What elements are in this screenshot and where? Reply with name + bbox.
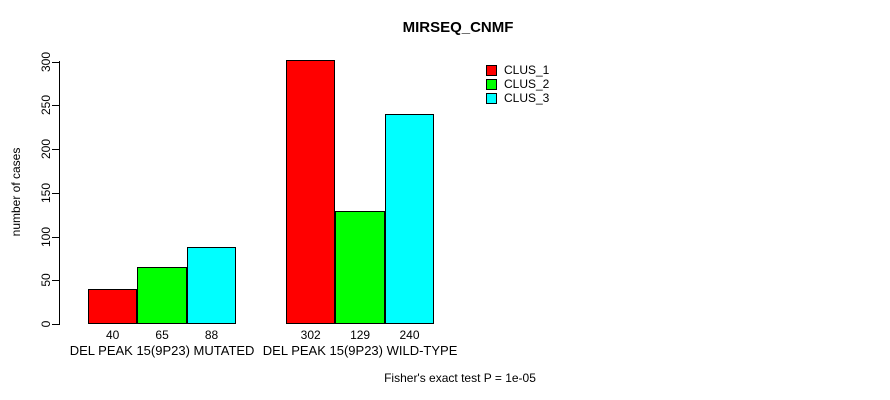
legend-swatch-icon	[486, 92, 497, 104]
chart-title: MIRSEQ_CNMF	[402, 19, 514, 36]
legend-label: CLUS_2	[504, 77, 550, 91]
y-axis-tick	[52, 61, 60, 63]
y-axis-tick-label: 250	[39, 95, 53, 116]
bar-clus_3-group2	[384, 114, 435, 324]
legend-item-clus_1: CLUS_1	[486, 63, 549, 77]
legend-item-clus_2: CLUS_2	[486, 77, 549, 91]
legend-swatch-icon	[486, 78, 497, 90]
group-label: DEL PEAK 15(9P23) WILD-TYPE	[262, 343, 458, 358]
bar-value-label: 302	[300, 328, 321, 342]
legend: CLUS_1 CLUS_2 CLUS_3	[486, 63, 549, 105]
y-axis-label: number of cases	[9, 147, 23, 237]
group-label: DEL PEAK 15(9P23) MUTATED	[69, 343, 255, 358]
legend-label: CLUS_3	[504, 91, 550, 105]
y-axis-tick	[52, 324, 60, 325]
y-axis-tick	[52, 280, 60, 282]
legend-item-clus_3: CLUS_3	[486, 91, 549, 105]
bar-value-label: 129	[350, 328, 371, 342]
bar-value-label: 88	[204, 328, 219, 342]
bar-value-label: 65	[155, 328, 169, 342]
y-axis-tick	[52, 105, 60, 107]
bar-clus_2-group2	[335, 211, 385, 324]
y-axis-tick	[52, 192, 60, 194]
legend-label: CLUS_1	[504, 63, 550, 77]
y-axis-tick	[52, 149, 60, 150]
bar-clus_2-group1	[137, 267, 187, 324]
bar-clus_3-group1	[186, 247, 237, 324]
bar-clus_1-group1	[88, 289, 138, 324]
y-axis-tick-label: 200	[39, 138, 53, 160]
y-axis-tick	[52, 236, 60, 238]
caption-text: Fisher's exact test P = 1e-05	[384, 371, 536, 385]
bar-value-label: 240	[399, 328, 420, 342]
bar-clus_1-group2	[286, 59, 336, 324]
legend-swatch-icon	[486, 64, 497, 76]
y-axis-tick-label: 50	[39, 273, 53, 287]
y-axis-tick-label: 300	[39, 51, 53, 72]
bar-value-label: 40	[106, 328, 120, 342]
y-axis-tick-label: 100	[39, 226, 53, 247]
y-axis-tick-label: 0	[39, 320, 53, 328]
y-axis-tick-label: 150	[39, 182, 53, 203]
